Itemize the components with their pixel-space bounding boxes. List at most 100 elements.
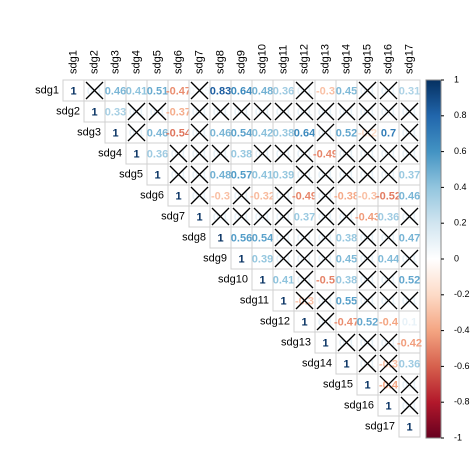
- cross: [169, 165, 188, 184]
- cell-value: 0.42: [252, 127, 273, 139]
- colorbar-tick-label: 0.4: [454, 182, 467, 192]
- cross: [316, 123, 335, 142]
- cell-value: 0.57: [231, 169, 252, 181]
- cross: [316, 207, 335, 226]
- cross: [190, 123, 209, 142]
- cross: [379, 375, 398, 394]
- cell-value: 0.48: [252, 85, 273, 97]
- cross: [274, 144, 293, 163]
- cross: [316, 291, 335, 310]
- cell-value: 0.37: [294, 211, 315, 223]
- row-label: sdg17: [365, 420, 395, 432]
- cross: [253, 144, 272, 163]
- cross: [232, 102, 251, 121]
- cell-value: 0.31: [399, 85, 420, 97]
- cell: [398, 415, 421, 438]
- row-label: sdg1: [35, 84, 59, 96]
- cross: [85, 81, 104, 100]
- cell-value: 0.38: [231, 148, 252, 160]
- cell-value: -0.49: [292, 190, 317, 202]
- row-label: sdg15: [323, 378, 353, 390]
- cell-value: 0.52: [336, 127, 357, 139]
- matrix: 10.10.460.410.51-0.470.050.830.640.480.3…: [62, 79, 422, 438]
- cross: [211, 207, 230, 226]
- column-label: sdg2: [88, 50, 100, 74]
- cell-value: 0.52: [357, 316, 378, 328]
- column-label: sdg10: [256, 44, 268, 74]
- row-label: sdg8: [182, 231, 206, 243]
- cross: [295, 144, 314, 163]
- row-label: sdg7: [161, 210, 185, 222]
- cell-value: 1: [217, 232, 223, 244]
- cell-value: 0.36: [273, 85, 294, 97]
- cell-value: 1: [112, 127, 118, 139]
- cell-value: 0.44: [378, 253, 400, 265]
- cross: [337, 207, 356, 226]
- row-label: sdg6: [140, 189, 164, 201]
- row-label: sdg13: [281, 336, 311, 348]
- row-label: sdg3: [77, 126, 101, 138]
- cell-value: 0.56: [231, 232, 252, 244]
- cross: [295, 81, 314, 100]
- cell-value: 1: [238, 253, 244, 265]
- cross: [274, 186, 293, 205]
- cross: [400, 375, 419, 394]
- cross: [379, 81, 398, 100]
- row-label: sdg4: [98, 147, 122, 159]
- cross: [295, 270, 314, 289]
- cell-value: 0.64: [231, 85, 253, 97]
- cell-value: 1: [133, 148, 139, 160]
- cross: [400, 291, 419, 310]
- cell-value: 0.54: [231, 127, 253, 139]
- cross: [274, 249, 293, 268]
- cross: [316, 102, 335, 121]
- cell-value: 1: [322, 337, 328, 349]
- cross: [232, 207, 251, 226]
- row-label: sdg9: [203, 252, 227, 264]
- cross: [295, 249, 314, 268]
- cross: [400, 396, 419, 415]
- cell-value: 0.36: [378, 211, 399, 223]
- cell-value: 1: [385, 400, 391, 412]
- cross: [358, 354, 377, 373]
- cell-value: 1: [70, 85, 76, 97]
- cross: [379, 165, 398, 184]
- cross: [379, 270, 398, 289]
- cross: [358, 165, 377, 184]
- row-label: sdg14: [302, 357, 332, 369]
- cross: [337, 144, 356, 163]
- cell-value: -0.3: [211, 190, 230, 202]
- cell-value: 1: [364, 379, 370, 391]
- cell-value: 0.41: [126, 85, 147, 97]
- cross: [127, 102, 146, 121]
- cross: [295, 102, 314, 121]
- cell-value: 0.45: [336, 253, 357, 265]
- cross: [358, 102, 377, 121]
- cross: [232, 186, 251, 205]
- cell-value: 0.64: [294, 127, 316, 139]
- cross: [295, 165, 314, 184]
- cross: [358, 249, 377, 268]
- column-label: sdg15: [361, 44, 373, 74]
- cell-value: -0.38: [334, 190, 359, 202]
- cross: [295, 291, 314, 310]
- cross: [379, 144, 398, 163]
- cell-value: 0.39: [252, 253, 273, 265]
- cross: [211, 144, 230, 163]
- cell-value: -0.3: [316, 85, 335, 97]
- cell-value: -0.4: [379, 316, 399, 328]
- cross: [190, 81, 209, 100]
- colorbar-tick-label: -0.6: [454, 361, 470, 371]
- column-label: sdg3: [109, 50, 121, 74]
- cross: [400, 102, 419, 121]
- row-label: sdg10: [218, 273, 248, 285]
- cross: [316, 165, 335, 184]
- cell-value: -0.54: [166, 127, 192, 139]
- cell-value: -0.47: [166, 85, 191, 97]
- cell-value: 0.38: [336, 232, 357, 244]
- cell-value: 0.55: [336, 295, 357, 307]
- cross: [190, 165, 209, 184]
- cross: [400, 207, 419, 226]
- cell-value: 0.52: [399, 274, 420, 286]
- cell-value: 0.54: [252, 232, 274, 244]
